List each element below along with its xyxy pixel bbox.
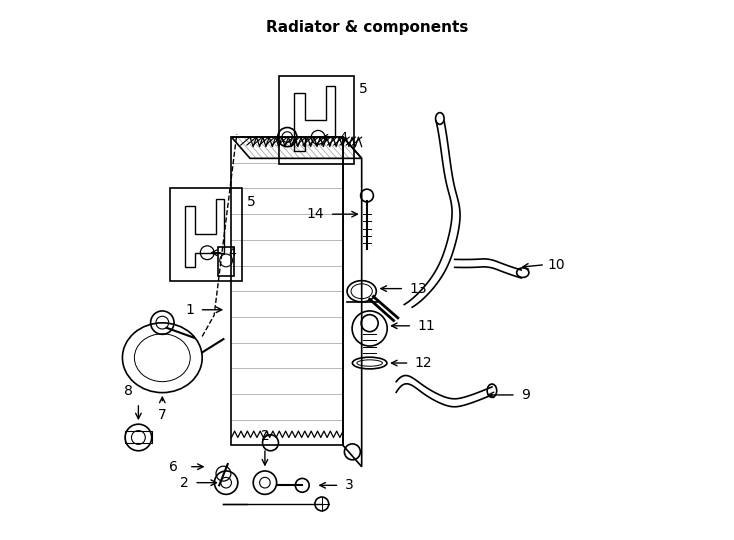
Text: 7: 7 xyxy=(158,408,167,422)
Bar xyxy=(125,431,152,443)
Text: 13: 13 xyxy=(410,281,427,295)
Text: 5: 5 xyxy=(359,82,368,96)
Text: 2: 2 xyxy=(261,429,269,443)
Text: 14: 14 xyxy=(307,207,324,221)
Text: 10: 10 xyxy=(548,258,565,272)
Bar xyxy=(279,76,354,164)
Text: 4: 4 xyxy=(228,246,236,259)
Text: 6: 6 xyxy=(170,460,178,474)
Bar xyxy=(218,247,234,276)
Text: Radiator & components: Radiator & components xyxy=(266,20,468,35)
Text: 1: 1 xyxy=(185,303,195,317)
Bar xyxy=(170,187,242,281)
Text: 11: 11 xyxy=(418,319,435,333)
Text: 2: 2 xyxy=(180,476,189,490)
Text: 9: 9 xyxy=(521,388,530,402)
Text: 5: 5 xyxy=(247,194,256,208)
Text: 12: 12 xyxy=(415,356,432,370)
Text: 8: 8 xyxy=(124,383,133,397)
Text: 3: 3 xyxy=(345,478,354,492)
Text: 4: 4 xyxy=(339,131,347,144)
